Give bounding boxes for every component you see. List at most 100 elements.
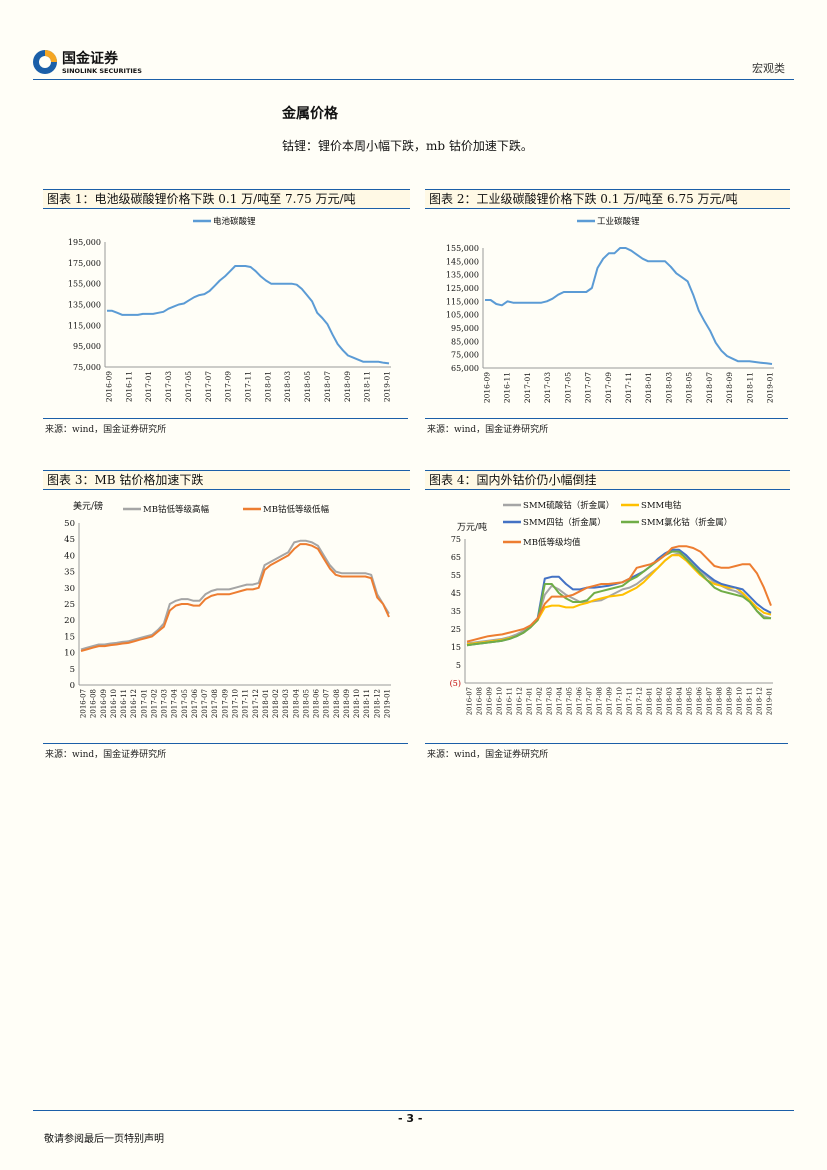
logo-en: SINOLINK SECURITIES [62, 67, 142, 75]
y-tick-label: 15 [451, 643, 461, 652]
x-tick-label: 2018-10 [353, 689, 361, 718]
source-divider [425, 418, 788, 419]
x-tick-label: 2017-11 [242, 689, 250, 718]
x-tick-label: 2017-08 [596, 687, 604, 715]
y-tick-label: 175,000 [68, 259, 101, 268]
x-tick-label: 2018-01 [263, 371, 272, 402]
x-tick-label: 2017-03 [161, 689, 169, 718]
y-tick-label: 115,000 [68, 321, 101, 330]
x-tick-label: 2018-07 [323, 689, 331, 718]
y-axis-label: 万元/吨 [457, 521, 487, 533]
y-tick-label: 0 [70, 681, 75, 691]
x-tick-label: 2019-01 [766, 687, 774, 715]
figure-4-title: 图表 4：国内外钴价仍小幅倒挂 [425, 470, 790, 490]
x-tick-label: 2019-01 [383, 371, 392, 402]
y-tick-label: 35 [64, 568, 75, 578]
y-tick-label: 135,000 [446, 271, 479, 280]
sinolink-logo-icon: 国金证券 SINOLINK SECURITIES [33, 50, 142, 75]
chart-industrial-lithium-carbonate: 155,000 145,000 135,000 125,000 115,000 105,0… [446, 216, 775, 403]
x-tick-label: 2018-05 [302, 689, 310, 718]
y-tick-label: 65 [451, 553, 461, 562]
x-tick-label: 2016-11 [120, 689, 128, 718]
x-tick-label: 2017-03 [546, 687, 554, 715]
x-tick-label: 2017-07 [586, 687, 594, 715]
x-tick-label: 2017-09 [221, 689, 229, 718]
x-tick-label: 2017-02 [150, 689, 158, 718]
series-line [466, 550, 771, 647]
figure-3-source: 来源：wind，国金证券研究所 [45, 750, 167, 760]
figure-2-source: 来源：wind，国金证券研究所 [427, 425, 549, 435]
y-tick-label: 40 [64, 551, 75, 561]
x-tick-label: 2018-02 [656, 687, 664, 715]
x-tick-label: 2017-03 [543, 372, 552, 403]
source-divider [43, 418, 408, 419]
y-tick-label: 30 [64, 584, 75, 594]
y-tick-label: 95,000 [73, 342, 101, 351]
legend-label: MB低等级均值 [523, 537, 581, 548]
y-tick-label: 125,000 [446, 284, 479, 293]
section-title: 金属价格 [282, 106, 338, 122]
legend-label: SMM电钴 [641, 500, 682, 511]
legend-label: MB钴低等级高幅 [143, 504, 209, 515]
x-tick-label: 2017-06 [191, 688, 199, 718]
legend-label: SMM四钴（折金属） [523, 517, 606, 528]
series-line [80, 539, 390, 651]
x-tick-label: 2016-11 [506, 687, 514, 715]
x-tick-label: 2017-04 [556, 687, 564, 715]
header-divider [33, 79, 794, 80]
x-tick-label: 2017-01 [526, 687, 534, 715]
x-tick-label: 2017-08 [211, 689, 219, 718]
x-tick-label: 2018-01 [646, 687, 654, 715]
y-tick-label: 45 [451, 589, 461, 598]
y-tick-label: 25 [451, 625, 461, 634]
legend-label: 工业碳酸锂 [597, 216, 640, 227]
x-tick-label: 2017-10 [232, 689, 240, 718]
y-tick-label: 20 [64, 616, 75, 626]
x-tick-label: 2018-07 [705, 372, 714, 403]
x-tick-label: 2018-09 [343, 371, 352, 402]
x-tick-label: 2017-02 [536, 687, 544, 715]
y-tick-label: 35 [451, 607, 461, 616]
y-tick-label: 65,000 [451, 364, 479, 373]
series-line [466, 545, 772, 643]
x-tick-label: 2018-03 [666, 687, 674, 715]
x-tick-label: 2018-11 [363, 689, 371, 718]
y-tick-label: (5) [450, 679, 461, 688]
x-tick-label: 2018-05 [686, 687, 694, 715]
figure-2-title: 图表 2：工业级碳酸锂价格下跌 0.1 万/吨至 6.75 万元/吨 [425, 189, 790, 209]
x-tick-label: 2018-01 [644, 372, 653, 403]
y-tick-label: 85,000 [451, 337, 479, 346]
x-tick-label: 2017-09 [604, 372, 613, 403]
figure-3-title: 图表 3：MB 钴价格加速下跌 [43, 470, 410, 490]
y-tick-label: 25 [64, 600, 75, 610]
legend-label: 电池碳酸锂 [213, 216, 256, 227]
x-tick-label: 2018-03 [282, 689, 290, 718]
report-category: 宏观类 [752, 62, 785, 75]
x-tick-label: 2018-05 [303, 371, 312, 402]
x-tick-label: 2017-06 [576, 687, 584, 715]
x-tick-label: 2016-09 [486, 687, 494, 715]
x-tick-label: 2018-11 [746, 687, 754, 715]
figure-1-source: 来源：wind，国金证券研究所 [45, 425, 167, 435]
y-tick-label: 5 [70, 665, 75, 675]
x-tick-label: 2018-07 [706, 687, 714, 715]
x-tick-label: 2017-01 [523, 372, 532, 403]
y-tick-label: 105,000 [446, 311, 479, 320]
footer-divider [33, 1110, 794, 1111]
source-divider [43, 743, 408, 744]
series-line [80, 543, 390, 652]
y-tick-label: 145,000 [446, 257, 479, 266]
x-tick-label: 2018-12 [756, 687, 764, 715]
x-tick-label: 2017-10 [616, 687, 624, 715]
chart-battery-lithium-carbonate: 195,000 175,000 155,000 135,000 115,000 95,00… [68, 216, 392, 402]
x-tick-label: 2016-09 [483, 372, 492, 403]
x-tick-label: 2018-08 [716, 687, 724, 715]
y-tick-label: 5 [456, 661, 461, 670]
y-tick-label: 45 [64, 535, 75, 545]
y-tick-label: 50 [64, 519, 75, 529]
x-tick-label: 2018-10 [736, 687, 744, 715]
x-tick-label: 2018-03 [664, 372, 673, 403]
y-tick-label: 155,000 [68, 280, 101, 289]
